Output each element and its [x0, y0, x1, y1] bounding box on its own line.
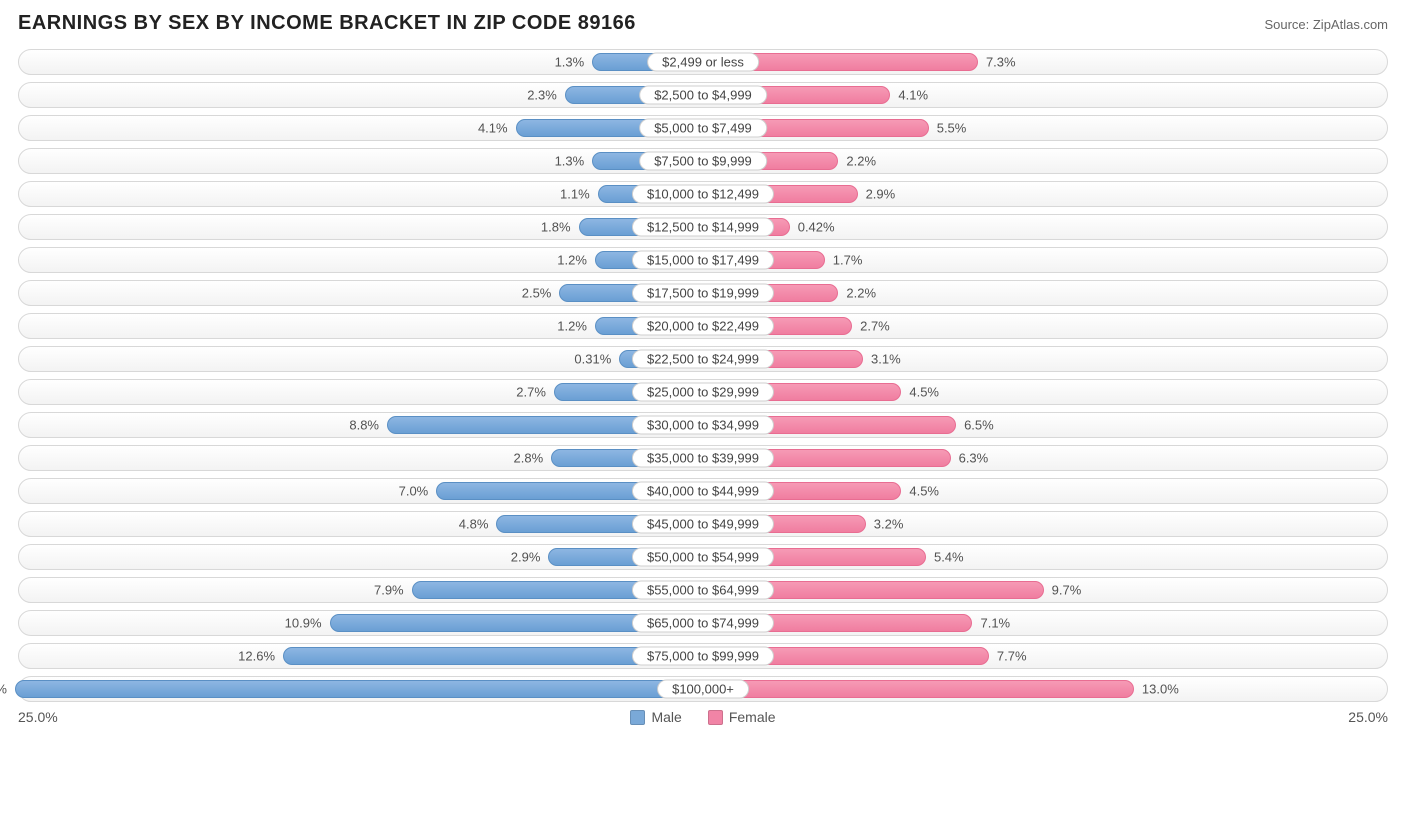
male-value: 1.3%	[555, 55, 585, 70]
chart-source: Source: ZipAtlas.com	[1264, 17, 1388, 32]
bar-row: 4.1% 5.5% $5,000 to $7,499	[18, 115, 1388, 141]
bar-row: 2.3% 4.1% $2,500 to $4,999	[18, 82, 1388, 108]
bar-row: 4.8% 3.2% $45,000 to $49,999	[18, 511, 1388, 537]
bar-row: 12.6% 7.7% $75,000 to $99,999	[18, 643, 1388, 669]
female-value: 6.5%	[964, 418, 994, 433]
male-value: 2.7%	[516, 385, 546, 400]
category-label: $35,000 to $39,999	[632, 449, 774, 468]
male-value: 10.9%	[285, 616, 322, 631]
male-value: 7.9%	[374, 583, 404, 598]
bar-row: 1.3% 2.2% $7,500 to $9,999	[18, 148, 1388, 174]
legend-male-label: Male	[651, 709, 681, 725]
bar-row: 2.5% 2.2% $17,500 to $19,999	[18, 280, 1388, 306]
bar-row: 7.0% 4.5% $40,000 to $44,999	[18, 478, 1388, 504]
female-value: 3.2%	[874, 517, 904, 532]
female-value: 4.5%	[909, 385, 939, 400]
male-value: 1.3%	[555, 154, 585, 169]
category-label: $10,000 to $12,499	[632, 185, 774, 204]
female-value: 7.1%	[980, 616, 1010, 631]
category-label: $40,000 to $44,999	[632, 482, 774, 501]
category-label: $22,500 to $24,999	[632, 350, 774, 369]
bar-row: 2.7% 4.5% $25,000 to $29,999	[18, 379, 1388, 405]
category-label: $2,500 to $4,999	[639, 86, 767, 105]
male-value: 1.2%	[557, 253, 587, 268]
bar-row: 7.9% 9.7% $55,000 to $64,999	[18, 577, 1388, 603]
category-label: $30,000 to $34,999	[632, 416, 774, 435]
male-value: 2.5%	[522, 286, 552, 301]
category-label: $50,000 to $54,999	[632, 548, 774, 567]
axis-left-max: 25.0%	[18, 709, 58, 725]
category-label: $15,000 to $17,499	[632, 251, 774, 270]
category-label: $25,000 to $29,999	[632, 383, 774, 402]
bar-row: 1.3% 7.3% $2,499 or less	[18, 49, 1388, 75]
bar-row: 10.9% 7.1% $65,000 to $74,999	[18, 610, 1388, 636]
male-value: 2.9%	[511, 550, 541, 565]
female-value: 2.2%	[846, 286, 876, 301]
female-value: 7.3%	[986, 55, 1016, 70]
male-value: 1.8%	[541, 220, 571, 235]
female-value: 2.9%	[866, 187, 896, 202]
female-value: 1.7%	[833, 253, 863, 268]
axis-right-max: 25.0%	[1348, 709, 1388, 725]
female-value: 4.1%	[898, 88, 928, 103]
male-value: 1.1%	[560, 187, 590, 202]
male-value: 0.31%	[574, 352, 611, 367]
male-value: 1.2%	[557, 319, 587, 334]
category-label: $12,500 to $14,999	[632, 218, 774, 237]
female-swatch-icon	[708, 710, 723, 725]
male-value: 4.8%	[459, 517, 489, 532]
female-value: 13.0%	[1142, 682, 1179, 697]
male-value: 4.1%	[478, 121, 508, 136]
category-label: $100,000+	[657, 680, 749, 699]
category-label: $5,000 to $7,499	[639, 119, 767, 138]
bar-row: 1.1% 2.9% $10,000 to $12,499	[18, 181, 1388, 207]
chart-title: EARNINGS BY SEX BY INCOME BRACKET IN ZIP…	[18, 12, 636, 35]
female-value: 5.5%	[937, 121, 967, 136]
bar-row: 8.8% 6.5% $30,000 to $34,999	[18, 412, 1388, 438]
legend-female-label: Female	[729, 709, 776, 725]
category-label: $2,499 or less	[647, 53, 759, 72]
female-bar	[703, 680, 1134, 698]
male-value: 8.8%	[349, 418, 379, 433]
female-value: 2.2%	[846, 154, 876, 169]
female-value: 2.7%	[860, 319, 890, 334]
bar-row: 1.2% 1.7% $15,000 to $17,499	[18, 247, 1388, 273]
female-value: 6.3%	[959, 451, 989, 466]
category-label: $55,000 to $64,999	[632, 581, 774, 600]
chart-area: 1.3% 7.3% $2,499 or less 2.3% 4.1% $2,500 to …	[18, 49, 1388, 702]
female-value: 0.42%	[798, 220, 835, 235]
legend-female: Female	[708, 709, 776, 725]
legend-male: Male	[630, 709, 681, 725]
category-label: $45,000 to $49,999	[632, 515, 774, 534]
female-value: 3.1%	[871, 352, 901, 367]
female-value: 4.5%	[909, 484, 939, 499]
male-value: 22.4%	[0, 682, 7, 697]
male-value: 2.3%	[527, 88, 557, 103]
category-label: $20,000 to $22,499	[632, 317, 774, 336]
category-label: $17,500 to $19,999	[632, 284, 774, 303]
female-value: 9.7%	[1052, 583, 1082, 598]
male-value: 7.0%	[399, 484, 429, 499]
category-label: $7,500 to $9,999	[639, 152, 767, 171]
category-label: $75,000 to $99,999	[632, 647, 774, 666]
bar-row: 2.8% 6.3% $35,000 to $39,999	[18, 445, 1388, 471]
bar-row: 1.8% 0.42% $12,500 to $14,999	[18, 214, 1388, 240]
male-bar	[15, 680, 703, 698]
bar-row: 1.2% 2.7% $20,000 to $22,499	[18, 313, 1388, 339]
male-swatch-icon	[630, 710, 645, 725]
bar-row: 2.9% 5.4% $50,000 to $54,999	[18, 544, 1388, 570]
female-value: 5.4%	[934, 550, 964, 565]
category-label: $65,000 to $74,999	[632, 614, 774, 633]
legend: Male Female	[630, 709, 775, 725]
bar-row: 0.31% 3.1% $22,500 to $24,999	[18, 346, 1388, 372]
female-value: 7.7%	[997, 649, 1027, 664]
male-value: 12.6%	[238, 649, 275, 664]
male-value: 2.8%	[514, 451, 544, 466]
bar-row: 22.4%13.0%$100,000+	[18, 676, 1388, 702]
